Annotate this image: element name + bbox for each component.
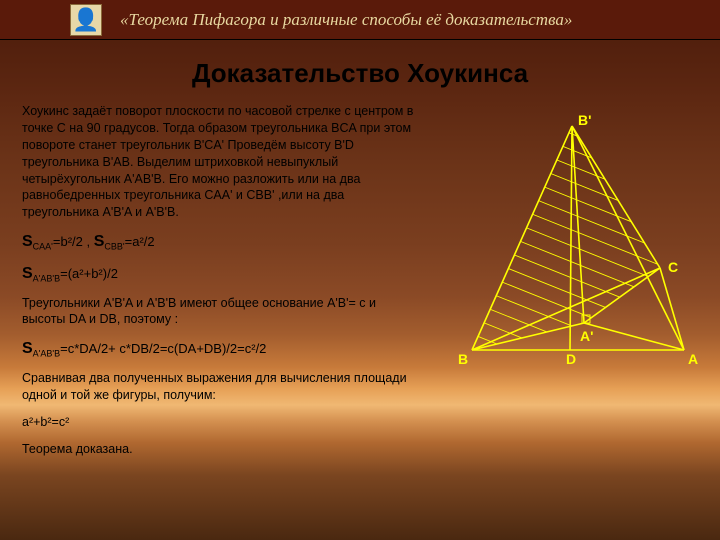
svg-text:C: C — [668, 259, 678, 275]
title-bar-text: «Теорема Пифагора и различные способы её… — [70, 10, 572, 30]
svg-text:B: B — [458, 351, 468, 367]
body-text: Хоукинс задаёт поворот плоскости по часо… — [22, 103, 417, 458]
formula-line: SA'AB'B=c*DA/2+ c*DB/2=c(DA+DB)/2=c²/2 — [22, 338, 417, 360]
paragraph: Сравнивая два полученных выражения для в… — [22, 370, 417, 404]
formula-line: SA'AB'B=(a²+b²)/2 — [22, 263, 417, 285]
portrait-icon: 👤 — [70, 4, 102, 36]
geometry-diagram: B' C A D B A' — [432, 113, 702, 373]
svg-text:D: D — [566, 351, 576, 367]
svg-text:B': B' — [578, 113, 591, 128]
svg-text:A': A' — [580, 328, 593, 344]
paragraph: a²+b²=c² — [22, 414, 417, 431]
title-bar: 👤 «Теорема Пифагора и различные способы … — [0, 0, 720, 40]
page-title: Доказательство Хоукинса — [0, 58, 720, 89]
paragraph: Треугольники A'B'A и A'B'B имеют общее о… — [22, 295, 417, 329]
paragraph: Хоукинс задаёт поворот плоскости по часо… — [22, 103, 417, 221]
formula-line: SCAA'=b²/2 , SCBB'=a²/2 — [22, 231, 417, 253]
paragraph: Теорема доказана. — [22, 441, 417, 458]
svg-text:A: A — [688, 351, 698, 367]
